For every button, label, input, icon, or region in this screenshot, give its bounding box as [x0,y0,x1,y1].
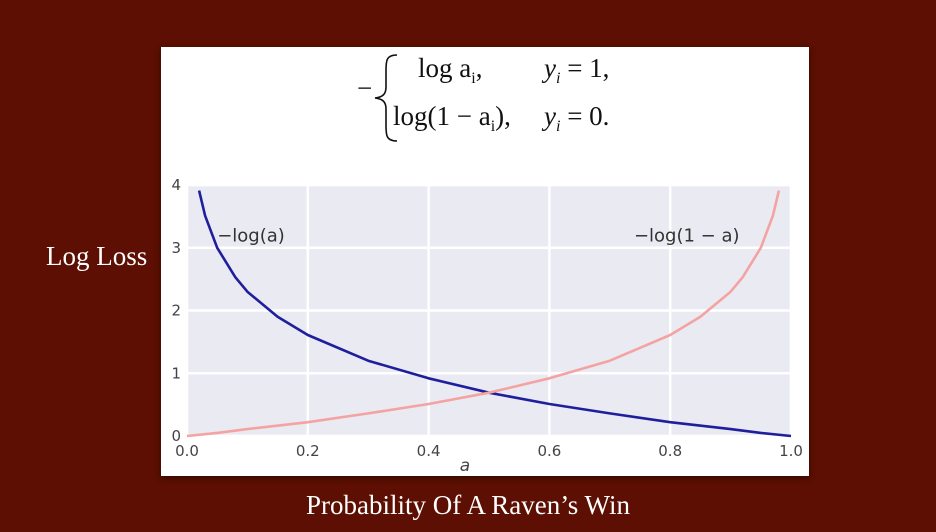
chart-card: − log ai, yi = 1, log(1 − ai), yi = 0. 0… [161,47,809,476]
y-tick-label: 3 [171,239,181,257]
x-tick-label: 0.6 [537,442,561,460]
formula-row2-condition: yi = 0. [541,101,609,135]
formula-row1-condition: yi = 1, [541,53,609,87]
x-bottom-label: Probability Of A Raven’s Win [306,490,630,520]
y-tick-label: 2 [171,302,181,320]
series-line-1 [197,190,792,438]
log-loss-chart: 0.0 0.2 0.4 0.6 0.8 1.0 0 1 2 3 4 a −log(a) −log(1 − … [171,176,803,476]
x-tick-label: 1.0 [779,442,803,460]
series-label-2: −log(1 − a) [634,225,740,246]
x-axis-label: a [460,456,470,476]
formula-brace [374,54,398,142]
y-side-label: Log Loss [46,241,148,271]
x-tick-label: 0.0 [175,442,199,460]
x-tick-label: 0.2 [296,442,320,460]
series-line-2 [186,190,781,438]
series-label-1: −log(a) [217,225,285,246]
x-tick-label: 0.8 [658,442,682,460]
formula-row2-expr: log(1 − ai), [393,101,511,135]
formula-row1-expr: log ai, [418,53,482,87]
formula-sign: − [357,73,372,103]
y-tick-label: 4 [171,176,181,194]
y-tick-label: 1 [171,364,181,382]
x-tick-label: 0.4 [417,442,441,460]
y-tick-label: 0 [171,427,181,445]
log-loss-formula: − log ai, yi = 1, log(1 − ai), yi = 0. [357,53,609,142]
